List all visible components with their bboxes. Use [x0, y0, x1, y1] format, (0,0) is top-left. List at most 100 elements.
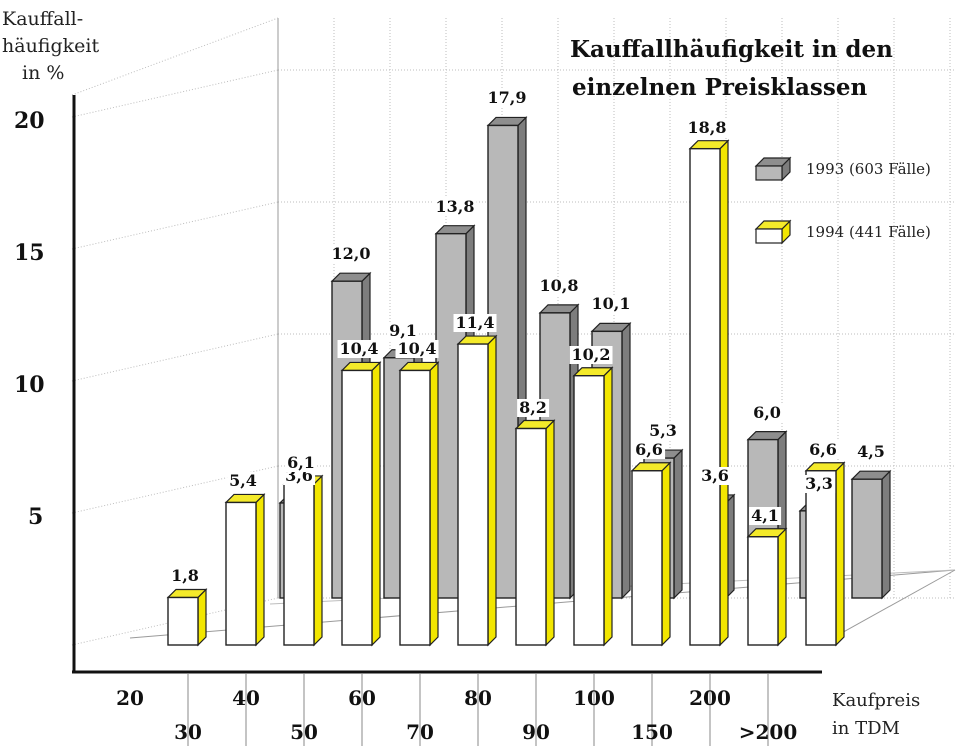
bar-front [167, 596, 199, 646]
data-label-1994: 11,4 [453, 313, 497, 333]
bar-front [747, 536, 779, 646]
x-tick-label: 60 [348, 686, 376, 710]
data-label-1993: 10,1 [589, 294, 633, 314]
data-label-1994: 6,6 [633, 439, 665, 459]
bar-1993-11 [850, 469, 892, 600]
bar-side [603, 366, 613, 647]
x-tick-label: 50 [290, 720, 318, 744]
y-tick-label: 10 [14, 372, 45, 398]
bar-1994-3 [340, 360, 382, 647]
y-tick-label: 5 [28, 504, 44, 530]
bar-front [573, 375, 605, 646]
x-tick-label: 20 [116, 686, 144, 710]
grid-diagonal-line [71, 69, 279, 118]
data-label-1994: 18,8 [685, 117, 729, 137]
bar-1994-2 [282, 474, 324, 647]
x-tick-label: 90 [522, 720, 550, 744]
x-tick-label: 100 [573, 686, 615, 710]
x-axis-label-line2: in TDM [832, 718, 900, 739]
chart-title-line2: einzelnen Preisklassen [572, 74, 868, 101]
grid-diagonal-line [71, 465, 279, 514]
data-label-1993: 9,1 [387, 320, 419, 340]
data-label-1993: 17,9 [485, 88, 529, 108]
bar-side [661, 461, 671, 647]
bar-1994-5 [456, 334, 498, 647]
bar-side [197, 588, 207, 647]
data-label-1994: 6,6 [807, 439, 839, 459]
data-label-1993: 5,3 [647, 421, 679, 441]
y-axis-label-line2: häufigkeit [2, 35, 100, 57]
data-label-1993: 10,8 [537, 275, 581, 295]
data-label-1993: 4,5 [855, 442, 887, 462]
data-label-1993: 12,0 [329, 244, 373, 264]
data-label-1993: 3,3 [803, 473, 835, 493]
bar-1994-9 [688, 139, 730, 647]
bar-1994-10 [746, 527, 788, 647]
chart-title-line1: Kauffallhäufigkeit in den [570, 36, 893, 63]
legend-swatch-1993 [754, 156, 792, 182]
bar-1994-4 [398, 360, 440, 647]
data-label-1994: 1,8 [169, 566, 201, 586]
bar-side [487, 334, 497, 647]
y-tick-label: 20 [14, 108, 45, 134]
x-tick-label: 70 [406, 720, 434, 744]
bar-front [805, 470, 837, 646]
data-label-1994: 4,1 [749, 505, 781, 525]
grid-diagonal-line [71, 333, 279, 382]
bar-front [851, 478, 883, 599]
bar-front [225, 501, 257, 646]
bar-front [515, 427, 547, 646]
data-label-1994: 10,4 [395, 339, 439, 359]
data-label-1994: 5,4 [227, 471, 259, 491]
bar-front [283, 483, 315, 646]
legend-swatch-1994 [754, 219, 792, 245]
bar-front [689, 147, 721, 646]
bar-side [545, 419, 555, 647]
legend-swatches [754, 156, 792, 245]
bar-side [429, 360, 439, 647]
x-tick-label: 200 [689, 686, 731, 710]
x-tick-label: 30 [174, 720, 202, 744]
legend-label-1994: 1994 (441 Fälle) [806, 223, 931, 241]
data-label-1993: 6,0 [751, 402, 783, 422]
bar-side [881, 469, 891, 600]
bar-side [621, 321, 631, 600]
bar-1994-11 [804, 461, 846, 647]
bar-front [457, 343, 489, 646]
data-label-1993: 13,8 [433, 196, 477, 216]
bar-1994-8 [630, 461, 672, 647]
x-tick-label: 80 [464, 686, 492, 710]
bar-front [341, 369, 373, 646]
bar-side [777, 527, 787, 647]
bar-1994-7 [572, 366, 614, 647]
x-tick-label: >200 [738, 720, 798, 744]
bar-side [719, 139, 729, 647]
bar-front [631, 470, 663, 646]
chart-axes [72, 95, 822, 746]
data-label-1993: 3,6 [699, 465, 731, 485]
y-tick-label: 15 [14, 240, 45, 266]
bar-side [313, 474, 323, 647]
x-axis-label-line1: Kaufpreis [832, 690, 921, 711]
grid-diagonal-line [71, 201, 279, 250]
data-label-1994: 10,2 [569, 344, 613, 364]
x-tick-label: 40 [232, 686, 260, 710]
y-axis-label-line3: in % [22, 62, 65, 84]
bar-front [399, 369, 431, 646]
chart-bars [166, 115, 892, 647]
legend-label-1993: 1993 (603 Fälle) [806, 160, 931, 178]
y-axis-label-line1: Kauffall- [2, 8, 84, 30]
bar-1994-1 [224, 492, 266, 647]
bar-1994-6 [514, 419, 556, 647]
data-label-1994: 6,1 [285, 452, 317, 472]
bar-1994-0 [166, 588, 208, 647]
bar-side [371, 360, 381, 647]
bar-side [673, 448, 683, 600]
bar-side [255, 492, 265, 647]
bar-side [835, 461, 845, 647]
data-label-1994: 10,4 [337, 339, 381, 359]
data-label-1994: 8,2 [517, 397, 549, 417]
grid-top-diagonal [71, 17, 279, 96]
x-tick-label: 150 [631, 720, 673, 744]
